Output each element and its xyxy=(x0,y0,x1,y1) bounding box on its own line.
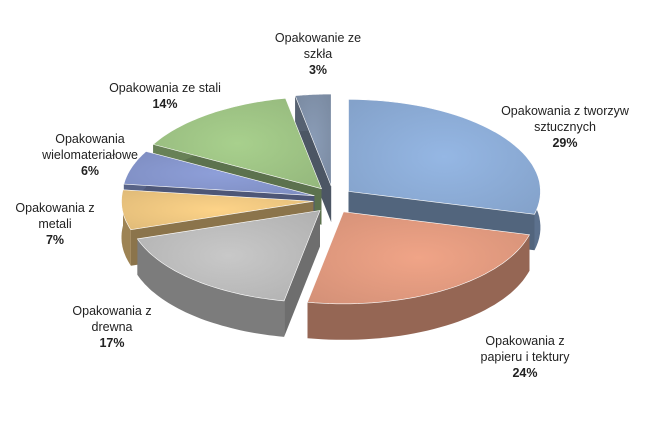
category-label: Opakowania ze stali xyxy=(109,81,221,95)
category-label: Opakowania z drewna xyxy=(72,304,152,334)
value-label: 24% xyxy=(512,366,538,380)
slice-side xyxy=(284,210,320,337)
slice-side xyxy=(121,189,131,266)
pie-slice xyxy=(121,189,314,231)
pie-slice xyxy=(152,97,322,190)
slice-side xyxy=(137,238,285,337)
category-label: Opakowania z papieru i tektury xyxy=(480,334,570,364)
value-label: 3% xyxy=(308,63,328,77)
category-label: Opakowanie ze szkła xyxy=(274,31,362,61)
slice-label: Opakowania ze stali 14% xyxy=(95,80,235,112)
slice-label: Opakowanie ze szkła 3% xyxy=(268,30,368,78)
slice-label: Opakowania z tworzyw sztucznych 29% xyxy=(500,103,630,151)
category-label: Opakowania z tworzyw sztucznych xyxy=(501,104,629,134)
slice-label: Opakowania wielomateriałowe 6% xyxy=(34,131,146,179)
slice-label: Opakowania z metali 7% xyxy=(5,200,105,248)
value-label: 6% xyxy=(80,164,100,178)
pie-slice xyxy=(348,99,541,215)
slice-label: Opakowania z papieru i tektury 24% xyxy=(465,333,585,381)
pie-slice xyxy=(294,93,332,187)
value-label: 29% xyxy=(552,136,578,150)
pie-slice xyxy=(307,211,530,305)
value-label: 7% xyxy=(45,233,65,247)
value-label: 17% xyxy=(99,336,125,350)
pie-slice xyxy=(136,210,321,302)
slice-label: Opakowania z drewna 17% xyxy=(62,303,162,351)
value-label: 14% xyxy=(152,97,178,111)
pie-slice xyxy=(123,151,315,196)
category-label: Opakowania z metali xyxy=(15,201,95,231)
slice-side xyxy=(307,234,530,340)
category-label: Opakowania wielomateriałowe xyxy=(42,132,138,162)
